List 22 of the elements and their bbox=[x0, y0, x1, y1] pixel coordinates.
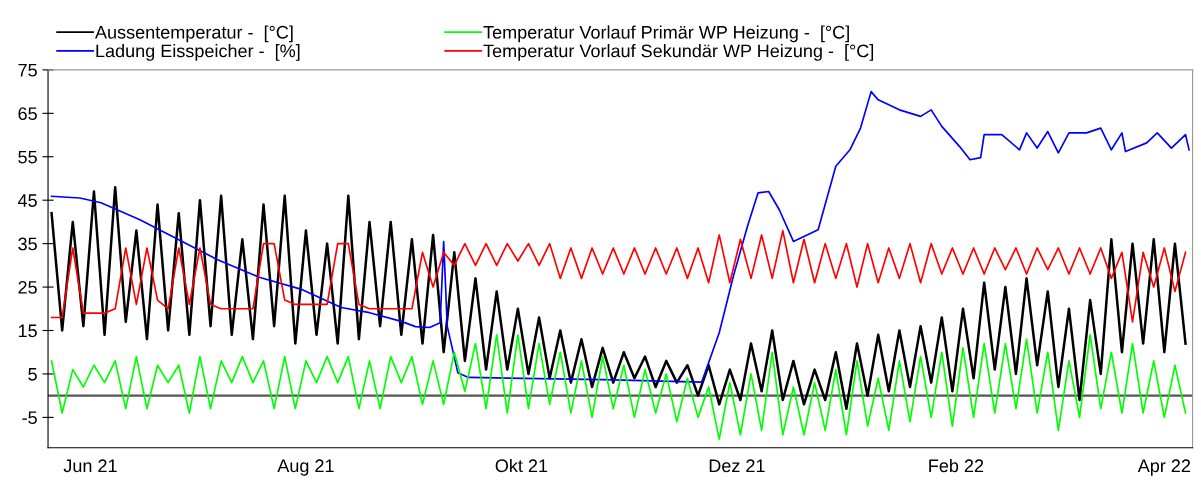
y-tick-label: 15 bbox=[18, 324, 37, 338]
x-tick-label: Apr 22 bbox=[1137, 459, 1191, 476]
x-tick-label: Okt 21 bbox=[495, 458, 548, 473]
y-tick-label: 5 bbox=[28, 368, 37, 381]
x-tick-label: Feb 22 bbox=[929, 458, 984, 473]
x-tick-label: Jun 21 bbox=[63, 459, 117, 473]
y-tick-label: 75 bbox=[18, 64, 37, 77]
legend-label: Aussentemperatur - [°C] bbox=[95, 25, 293, 43]
legend-label: Ladung Eisspeicher - [%] bbox=[96, 44, 300, 61]
y-tick-label: 45 bbox=[17, 194, 37, 207]
line-series bbox=[50, 90, 1190, 384]
y-tick-label: -5 bbox=[22, 411, 37, 425]
line-series bbox=[50, 229, 1187, 323]
legend-label: Temperatur Vorlauf Primär WP Heizung - [°C] bbox=[483, 25, 849, 43]
line-series bbox=[50, 334, 1187, 440]
y-tick-label: 55 bbox=[18, 150, 37, 164]
x-tick-label: Dez 21 bbox=[709, 459, 765, 473]
y-tick-label: 35 bbox=[18, 237, 37, 251]
y-tick-label: 65 bbox=[18, 107, 37, 121]
x-tick-label: Aug 21 bbox=[277, 459, 334, 476]
y-tick-label: 25 bbox=[18, 281, 37, 294]
legend-label: Temperatur Vorlauf Sekundär WP Heizung - [°C] bbox=[483, 44, 874, 61]
